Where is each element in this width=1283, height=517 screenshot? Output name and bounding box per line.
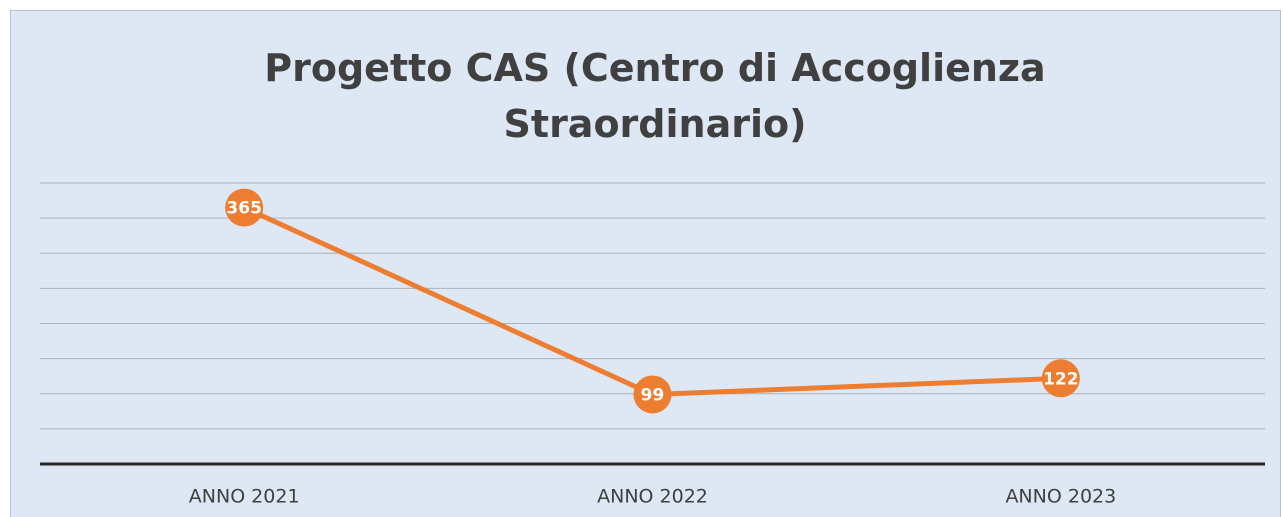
- data-point: [225, 188, 264, 227]
- x-tick-label: ANNO 2021: [189, 486, 300, 508]
- data-point: [633, 375, 672, 414]
- data-label: 122: [1043, 369, 1079, 389]
- data-label: 99: [641, 385, 665, 405]
- chart-frame: [10, 10, 1281, 517]
- data-label: 365: [226, 199, 262, 219]
- chart-title: Progetto CAS (Centro di Accoglienza Stra…: [264, 46, 1046, 146]
- data-point: [1041, 359, 1080, 398]
- x-tick-label: ANNO 2022: [597, 486, 708, 508]
- x-tick-label: ANNO 2023: [1005, 486, 1116, 508]
- data-line: [243, 205, 1061, 397]
